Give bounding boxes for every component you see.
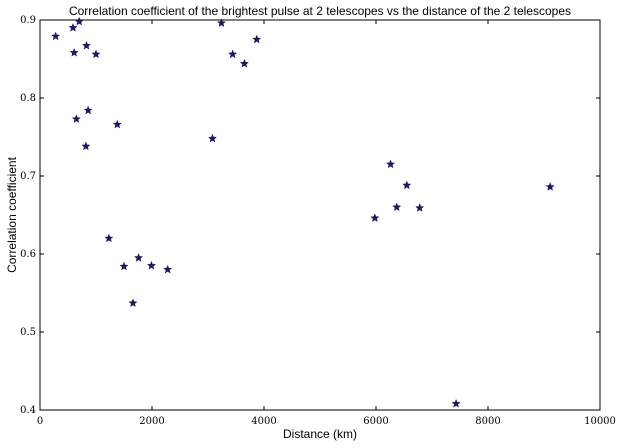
x-tick-label: 2000 xyxy=(139,416,164,427)
data-point xyxy=(104,233,114,243)
data-point xyxy=(83,105,93,115)
data-point xyxy=(74,16,84,26)
x-tick-label: 0 xyxy=(37,416,43,427)
y-tick-label: 0.6 xyxy=(20,249,36,260)
data-point xyxy=(207,133,217,143)
data-point xyxy=(239,58,249,68)
data-point xyxy=(51,31,61,41)
data-point xyxy=(451,399,461,408)
data-point xyxy=(163,264,173,274)
data-point xyxy=(415,203,425,212)
data-point xyxy=(146,260,156,270)
data-point xyxy=(545,182,555,191)
data-point xyxy=(81,40,91,50)
plot-frame xyxy=(39,19,601,411)
data-point xyxy=(112,119,122,129)
x-axis-label: Distance (km) xyxy=(283,427,357,441)
data-point xyxy=(402,180,412,190)
data-points xyxy=(51,16,555,408)
data-point xyxy=(216,18,226,27)
y-tick-label: 0.7 xyxy=(20,171,36,182)
chart-title: Correlation coefficient of the brightest… xyxy=(69,4,571,18)
x-tick-label: 6000 xyxy=(363,416,388,427)
data-point xyxy=(370,213,380,222)
x-tick-label: 10000 xyxy=(584,416,616,427)
data-point xyxy=(386,159,396,169)
y-axis-label: Correlation coefficient xyxy=(5,156,19,273)
y-tick-label: 0.8 xyxy=(20,93,36,104)
y-tick-label: 0.9 xyxy=(20,15,36,26)
y-tick-label: 0.5 xyxy=(20,327,36,338)
x-tick-label: 8000 xyxy=(475,416,500,427)
data-point xyxy=(392,202,402,212)
data-point xyxy=(68,23,78,32)
data-point xyxy=(228,49,238,59)
x-tick-label: 4000 xyxy=(251,416,276,427)
data-point xyxy=(252,34,262,44)
axis-ticks: 0 2000 4000 6000 8000 10000 0.4 0.5 0.6 0.7 0.8 0.9 xyxy=(20,15,616,427)
y-tick-label: 0.4 xyxy=(20,405,36,416)
data-point xyxy=(119,261,129,271)
data-point xyxy=(71,114,81,123)
data-point xyxy=(91,49,101,59)
data-point xyxy=(81,141,91,151)
data-point xyxy=(128,298,138,307)
data-point xyxy=(69,48,79,57)
data-point xyxy=(134,253,144,262)
